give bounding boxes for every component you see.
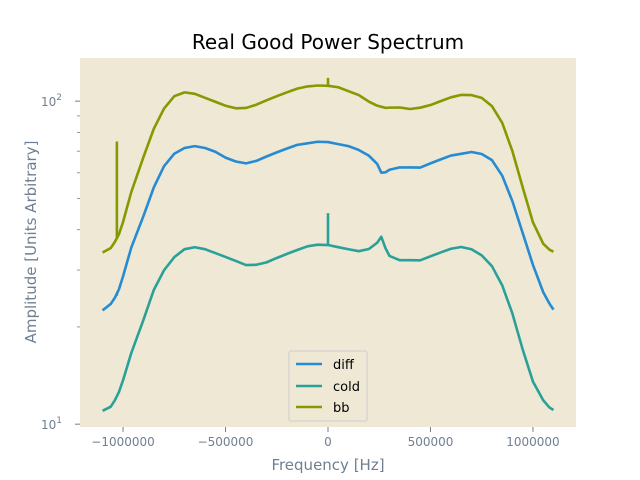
- series-bb: [101, 77, 555, 254]
- x-tick-label: 500000: [408, 435, 454, 449]
- series-line-bb: [101, 84, 555, 254]
- legend-entry-diff: diff: [296, 358, 355, 373]
- legend-entry-bb: bb: [296, 401, 350, 416]
- series-diff: [101, 140, 555, 312]
- series-layer: [101, 77, 555, 412]
- x-axis-label: Frequency [Hz]: [271, 456, 384, 474]
- y-axis-ticks: 101 102: [41, 93, 80, 432]
- series-line-cold: [101, 235, 555, 412]
- x-tick-label: −1000000: [91, 435, 155, 449]
- legend-entry-cold: cold: [296, 380, 360, 395]
- y-tick-label: 101: [41, 416, 62, 432]
- legend-label-cold: cold: [333, 380, 360, 395]
- series-cold: [101, 213, 555, 412]
- x-tick-label: 0: [324, 435, 332, 449]
- legend-box: [288, 350, 368, 422]
- x-axis-ticks: −1000000 −500000 0 500000 1000000: [91, 427, 560, 449]
- chart-title: Real Good Power Spectrum: [192, 30, 464, 54]
- legend: diff cold bb: [288, 350, 368, 422]
- series-line-diff: [101, 140, 555, 312]
- x-tick-label: 1000000: [506, 435, 559, 449]
- legend-label-bb: bb: [333, 401, 350, 416]
- legend-label-diff: diff: [333, 358, 355, 373]
- y-tick-label: 102: [41, 93, 62, 109]
- x-tick-label: −500000: [198, 435, 254, 449]
- y-axis-label: Amplitude [Units Arbitrary]: [22, 141, 40, 344]
